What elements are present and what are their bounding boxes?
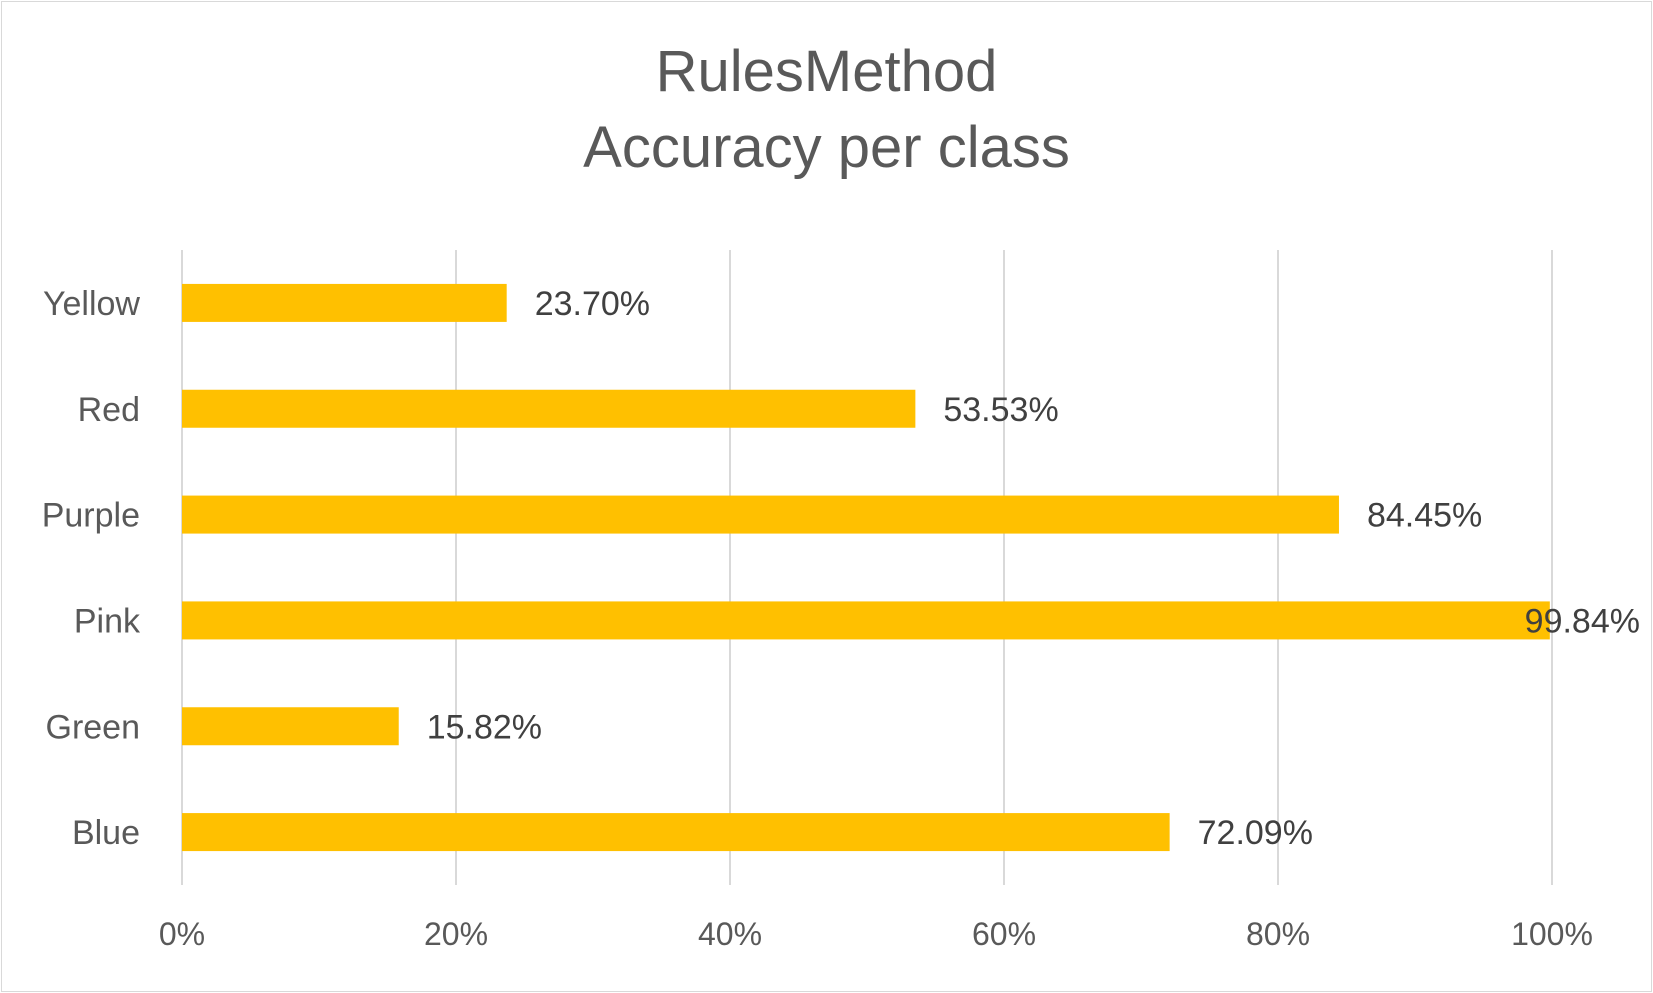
bar-purple xyxy=(182,495,1339,534)
bar-pink xyxy=(182,601,1550,640)
bar-blue xyxy=(182,813,1170,852)
x-tick-label: 80% xyxy=(1246,916,1310,952)
data-label-blue: 72.09% xyxy=(1198,814,1313,852)
category-label-green: Green xyxy=(46,708,141,746)
category-label-red: Red xyxy=(78,391,140,429)
category-label-pink: Pink xyxy=(74,602,141,640)
category-label-blue: Blue xyxy=(72,814,140,852)
x-tick-label: 100% xyxy=(1511,916,1593,952)
bar-green xyxy=(182,707,399,746)
x-tick-label: 40% xyxy=(698,916,762,952)
data-label-pink: 99.84% xyxy=(1525,602,1640,640)
data-label-green: 15.82% xyxy=(427,708,542,746)
gridlines xyxy=(181,250,1553,885)
chart-subtitle: Accuracy per class xyxy=(583,115,1070,180)
chart-title: RulesMethod xyxy=(655,39,998,104)
data-label-purple: 84.45% xyxy=(1367,497,1482,535)
x-tick-label: 0% xyxy=(159,916,205,952)
data-label-yellow: 23.70% xyxy=(535,285,650,323)
bar-red xyxy=(182,389,916,428)
bar-yellow xyxy=(182,283,507,322)
bars xyxy=(182,283,1550,852)
category-label-yellow: Yellow xyxy=(43,285,140,323)
x-tick-label: 60% xyxy=(972,916,1036,952)
data-label-red: 53.53% xyxy=(943,391,1058,429)
category-axis: Blue Green Pink Purple Red Yellow xyxy=(42,285,141,852)
data-labels: 72.09% 15.82% 99.84% 84.45% 53.53% 23.70% xyxy=(427,285,1640,852)
value-axis: 0% 20% 40% 60% 80% 100% xyxy=(159,916,1593,952)
category-label-purple: Purple xyxy=(42,497,140,535)
x-tick-label: 20% xyxy=(424,916,488,952)
